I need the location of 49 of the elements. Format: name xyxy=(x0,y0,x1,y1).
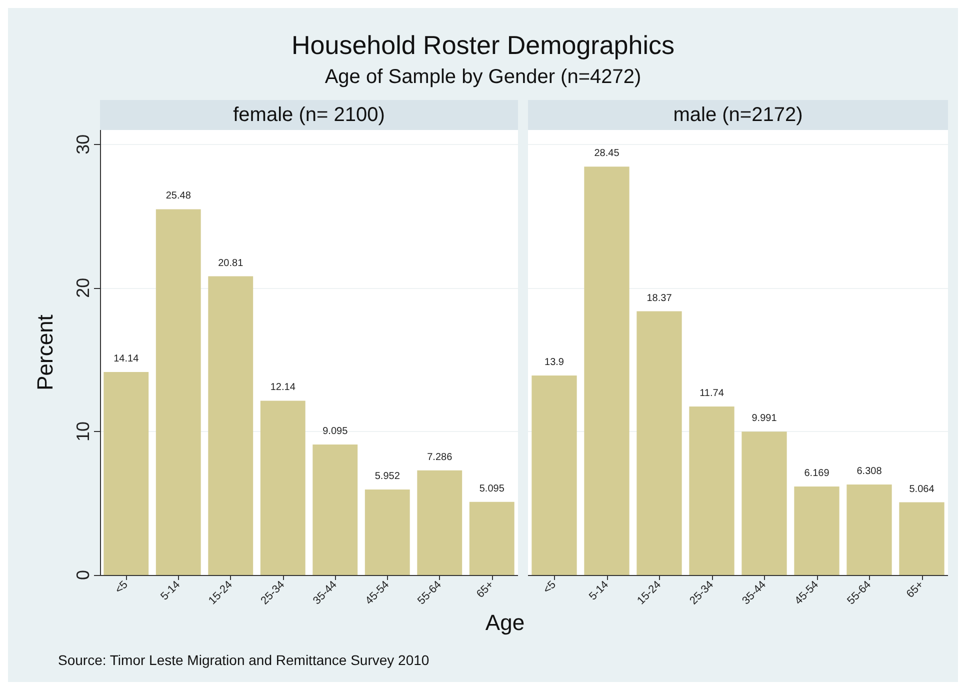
data-label: 25.48 xyxy=(166,190,192,202)
chart-title: female (n= 2100) xyxy=(100,100,518,130)
bar xyxy=(846,484,892,575)
bar xyxy=(156,209,201,575)
bar xyxy=(584,166,630,575)
y-tick-label: 20 xyxy=(73,278,93,298)
data-label: 6.169 xyxy=(804,468,830,479)
data-label: 14.14 xyxy=(114,354,140,365)
bar xyxy=(260,400,306,575)
bar xyxy=(636,311,682,575)
bar xyxy=(899,502,944,575)
bar xyxy=(104,372,149,575)
bar xyxy=(469,502,514,575)
bar xyxy=(417,470,462,575)
x-tick-label: 5-14 xyxy=(586,578,611,603)
chart-title: male (n=2172) xyxy=(528,100,948,130)
x-tick-label: 65+ xyxy=(474,578,496,600)
y-axis-title: Percent xyxy=(32,314,58,390)
data-label: 5.952 xyxy=(374,471,400,482)
bar xyxy=(312,444,358,575)
x-tick-label: <5 xyxy=(541,578,558,596)
text: Age of Sample by Gender (n=4272) xyxy=(324,66,642,89)
x-tick-label: 65+ xyxy=(904,578,926,600)
bar xyxy=(742,432,787,575)
bar xyxy=(532,375,577,575)
source-note: Source: Timor Leste Migration and Remittance Survey 2010 xyxy=(58,652,430,668)
data-label: 6.308 xyxy=(856,466,882,477)
x-tick-label: 5-14 xyxy=(158,578,183,603)
x-tick-label: <5 xyxy=(113,578,130,596)
bar xyxy=(364,490,410,575)
data-label: 11.74 xyxy=(700,388,724,399)
y-tick-label: 30 xyxy=(73,134,93,154)
data-label: 20.81 xyxy=(218,258,244,269)
data-label: 12.14 xyxy=(270,382,296,394)
data-label: 18.37 xyxy=(646,292,672,304)
data-label: 13.9 xyxy=(544,356,564,368)
data-label: 5.064 xyxy=(909,484,935,495)
data-label: 9.991 xyxy=(752,413,778,424)
bar xyxy=(208,276,254,575)
x-axis-title: Age xyxy=(485,610,525,636)
text: Household Roster Demographics xyxy=(290,30,676,61)
bar xyxy=(794,486,840,575)
y-tick-label: 10 xyxy=(73,421,93,442)
data-label: 5.095 xyxy=(479,483,505,494)
y-tick-label: 0 xyxy=(73,570,93,580)
bar xyxy=(689,406,734,575)
data-label: 9.095 xyxy=(322,426,348,437)
data-label: 7.286 xyxy=(427,452,453,463)
data-label: 28.45 xyxy=(594,148,620,160)
